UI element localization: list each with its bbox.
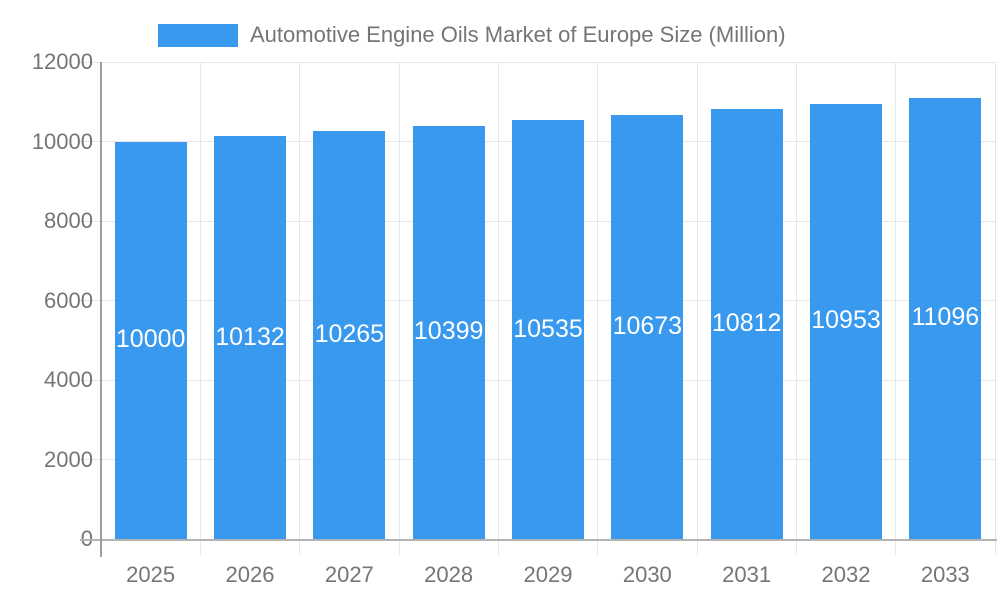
y-axis-tick-label: 6000 (44, 287, 93, 313)
bar-2028[interactable] (412, 125, 485, 539)
bar-value-label: 10535 (513, 314, 583, 343)
bar-2031[interactable] (710, 109, 783, 539)
x-axis-tick-label: 2029 (523, 562, 573, 587)
bar-2025[interactable] (114, 141, 187, 539)
bar-2029[interactable] (512, 120, 584, 539)
bar-value-label: 10132 (215, 322, 285, 351)
bar-2027[interactable] (313, 130, 386, 539)
legend-label: Automotive Engine Oils Market of Europe … (250, 22, 786, 47)
x-axis-tick-label: 2026 (225, 562, 275, 587)
x-gridline (795, 62, 797, 555)
x-gridline (994, 62, 996, 555)
bar-value-label: 11096 (911, 303, 980, 332)
x-axis-tick-label: 2028 (424, 562, 474, 587)
y-axis-tick-label: 10000 (31, 128, 93, 154)
legend-swatch-icon (158, 23, 238, 47)
y-axis-line (100, 62, 102, 557)
x-gridline (299, 62, 301, 555)
legend: Automotive Engine Oils Market of Europe … (158, 22, 786, 48)
y-axis-tick-label: 8000 (44, 208, 93, 233)
y-gridline (80, 61, 995, 63)
x-gridline (398, 62, 400, 555)
bar-2032[interactable] (810, 103, 882, 539)
bar-2033[interactable] (909, 97, 982, 539)
bar-value-label: 10812 (711, 309, 782, 338)
x-axis-line (80, 539, 997, 541)
x-axis-tick-label: 2032 (821, 562, 871, 587)
x-axis-tick-label: 2030 (622, 562, 672, 587)
y-axis-tick-label: 0 (0, 527, 93, 551)
bar-2026[interactable] (214, 136, 286, 539)
x-gridline (895, 62, 897, 555)
x-axis-tick-label: 2033 (920, 562, 970, 587)
x-axis-tick-label: 2025 (126, 562, 176, 587)
x-gridline (696, 62, 698, 555)
x-gridline (597, 62, 599, 555)
bar-value-label: 10000 (115, 325, 186, 354)
y-axis-tick-label: 2000 (44, 446, 93, 472)
y-axis-tick-label: 4000 (44, 367, 93, 392)
x-axis-tick-label: 2027 (324, 562, 374, 587)
bar-value-label: 10673 (612, 311, 683, 340)
y-axis-tick-label: 12000 (31, 49, 93, 74)
bar-2030[interactable] (611, 114, 684, 539)
bar-value-label: 10399 (413, 317, 484, 346)
bar-value-label: 10953 (811, 306, 881, 335)
x-gridline (199, 62, 201, 555)
bar-value-label: 10265 (314, 319, 385, 348)
x-gridline (497, 62, 499, 555)
x-axis-tick-label: 2031 (722, 562, 772, 587)
